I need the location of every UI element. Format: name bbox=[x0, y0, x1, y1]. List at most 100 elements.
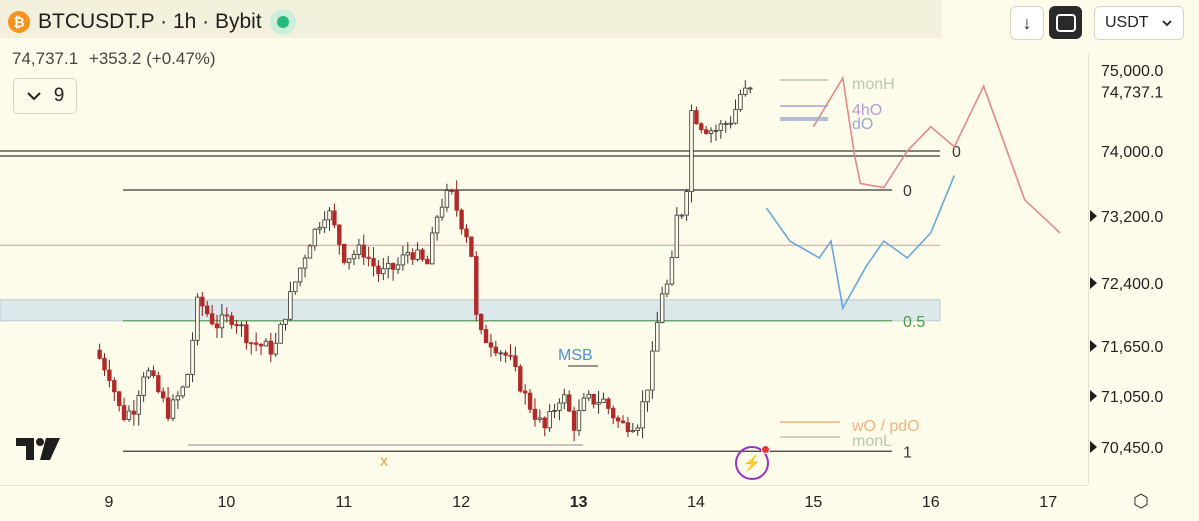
candle-body bbox=[258, 343, 264, 347]
candle-body bbox=[366, 256, 371, 259]
interval-toggle-button[interactable]: 9 bbox=[13, 78, 77, 114]
candle-body bbox=[434, 216, 440, 234]
candle-body bbox=[229, 315, 234, 325]
candle bbox=[513, 346, 518, 372]
candle bbox=[258, 342, 264, 356]
candle-body bbox=[405, 252, 410, 256]
candle-body bbox=[635, 427, 640, 431]
candle-body bbox=[293, 281, 298, 293]
candle bbox=[185, 373, 190, 388]
candle-body bbox=[185, 374, 190, 388]
candle bbox=[747, 86, 753, 94]
candle-body bbox=[102, 357, 107, 371]
candle-body bbox=[332, 210, 337, 226]
candle bbox=[190, 332, 195, 383]
download-button[interactable]: ↓ bbox=[1010, 6, 1044, 40]
candle-body bbox=[747, 87, 753, 90]
currency-select[interactable]: USDT bbox=[1094, 6, 1184, 40]
time-tick-label: 9 bbox=[105, 494, 114, 511]
candle-body bbox=[268, 340, 274, 355]
candle bbox=[317, 222, 322, 235]
candle-body bbox=[694, 110, 699, 125]
level-label: 0.5 bbox=[903, 314, 925, 331]
candle-body bbox=[361, 244, 366, 258]
symbol-title-row[interactable]: ₿ BTCUSDT.P · 1h · Bybit bbox=[8, 9, 296, 35]
flash-alert-button[interactable]: ⚡ bbox=[735, 445, 770, 480]
candle-body bbox=[151, 370, 156, 376]
time-tick-label: 11 bbox=[335, 494, 352, 511]
candle-body bbox=[576, 409, 582, 431]
gear-icon: ⬡ bbox=[1133, 490, 1149, 511]
candle bbox=[337, 224, 342, 255]
candle bbox=[508, 344, 513, 361]
candle bbox=[273, 332, 278, 357]
candle bbox=[283, 318, 288, 331]
candle bbox=[195, 293, 200, 346]
candle-body bbox=[674, 214, 680, 259]
candle-body bbox=[346, 258, 352, 263]
candle-body bbox=[146, 370, 151, 378]
candle-body bbox=[97, 349, 102, 359]
candle-body bbox=[205, 305, 210, 315]
candle bbox=[478, 313, 484, 335]
scroll-marker-icon bbox=[1090, 340, 1097, 352]
price-axis-separator bbox=[1088, 54, 1089, 484]
candle-body bbox=[341, 243, 347, 263]
candle bbox=[444, 183, 450, 212]
candle bbox=[454, 180, 459, 217]
candle bbox=[244, 320, 249, 350]
candle bbox=[464, 224, 469, 243]
candle-body bbox=[214, 323, 220, 329]
candle-body bbox=[356, 244, 362, 255]
candle bbox=[606, 397, 611, 415]
support-zone bbox=[0, 299, 941, 322]
candle-body bbox=[713, 129, 719, 132]
candle bbox=[635, 424, 640, 436]
candle bbox=[601, 392, 606, 404]
candle bbox=[532, 398, 538, 427]
candle bbox=[107, 359, 112, 388]
candle bbox=[527, 388, 533, 414]
candle-body bbox=[131, 410, 137, 415]
candle bbox=[415, 242, 420, 262]
candle bbox=[112, 377, 117, 401]
candle bbox=[209, 304, 215, 326]
annotation-label: MSB bbox=[558, 347, 593, 364]
candle-body bbox=[302, 257, 308, 269]
candle-body bbox=[527, 392, 533, 410]
candle bbox=[493, 340, 499, 357]
notification-dot bbox=[761, 445, 770, 454]
candle bbox=[611, 405, 616, 425]
candle bbox=[151, 365, 156, 379]
candle bbox=[474, 251, 479, 321]
lightning-icon: ⚡ bbox=[742, 455, 762, 472]
candle bbox=[659, 286, 665, 324]
candle bbox=[293, 281, 298, 295]
candle bbox=[312, 228, 318, 251]
candle bbox=[170, 394, 176, 422]
fullscreen-button[interactable] bbox=[1049, 6, 1082, 39]
candle bbox=[131, 399, 137, 426]
candle-body bbox=[567, 394, 572, 412]
candle bbox=[136, 390, 141, 426]
candle bbox=[253, 332, 259, 352]
fullscreen-icon bbox=[1055, 13, 1076, 32]
price-tick-label: 74,000.0 bbox=[1101, 144, 1163, 161]
candle-body bbox=[112, 380, 117, 393]
candle bbox=[581, 392, 587, 412]
candle-body bbox=[386, 262, 391, 270]
candle-body bbox=[474, 256, 479, 315]
candle bbox=[630, 423, 635, 433]
candle bbox=[650, 341, 655, 399]
chart-settings-button[interactable]: ⬡ bbox=[1130, 490, 1152, 512]
candle bbox=[694, 106, 699, 125]
candle bbox=[341, 243, 347, 265]
candle-body bbox=[699, 123, 704, 131]
candle-body bbox=[703, 129, 709, 134]
candle-body bbox=[121, 405, 127, 421]
candle bbox=[249, 341, 254, 355]
candle bbox=[615, 415, 621, 428]
ref-label: monL bbox=[852, 433, 892, 450]
candle bbox=[498, 350, 503, 362]
